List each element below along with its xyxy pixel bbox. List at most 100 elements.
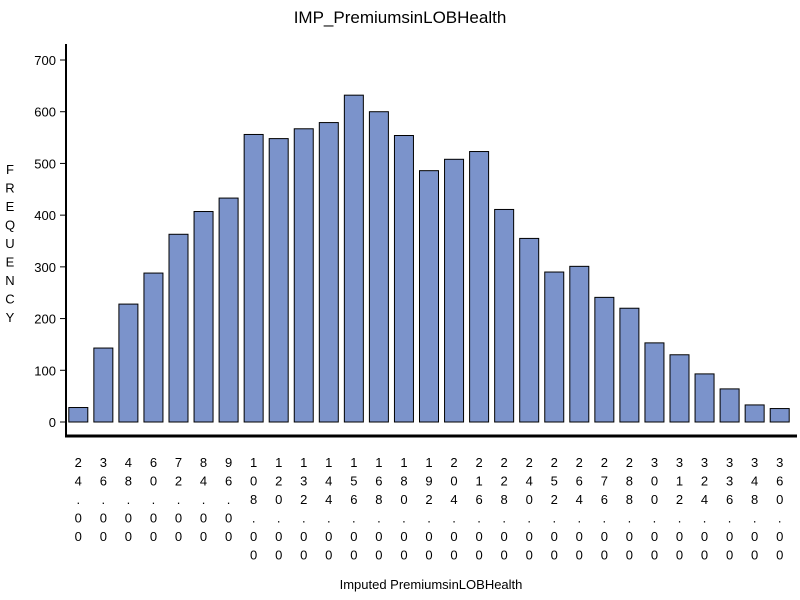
bar (719, 388, 740, 423)
bar (318, 122, 339, 423)
x-tick-label-char: . (327, 511, 331, 526)
bar (393, 135, 414, 423)
x-tick-label-char: 0 (325, 529, 332, 544)
x-tick-label: 216.00 (475, 455, 482, 563)
x-tick-label-char: . (628, 511, 632, 526)
x-tick-label-char: 0 (501, 548, 508, 563)
x-tick-label-char: 0 (526, 548, 533, 563)
x-tick-label-char: 0 (375, 529, 382, 544)
x-tick-label-char: 0 (551, 548, 558, 563)
x-tick-label-char: 0 (125, 529, 132, 544)
x-tick-label-char: 4 (576, 492, 583, 507)
x-tick-label-char: 4 (75, 474, 82, 489)
x-tick-label-char: . (76, 492, 80, 507)
bar (193, 211, 214, 423)
x-tick-label: 300.00 (651, 455, 658, 563)
x-tick-label-char: 0 (701, 548, 708, 563)
x-tick-label-char: 6 (150, 455, 157, 470)
bar (243, 133, 264, 423)
y-axis-label-char: F (6, 162, 14, 177)
x-tick-label-char: . (778, 511, 782, 526)
x-tick-label: 180.00 (400, 455, 407, 563)
x-tick-label-char: 6 (475, 492, 482, 507)
x-tick-label-char: 1 (250, 455, 257, 470)
x-tick-label: 48.00 (125, 455, 132, 544)
y-tick-label: 100 (34, 363, 56, 378)
bar (769, 408, 790, 423)
x-tick-label-char: 2 (676, 492, 683, 507)
bar (419, 170, 439, 423)
x-tick-label-char: 0 (751, 548, 758, 563)
x-tick-label: 348.00 (751, 455, 758, 563)
x-tick-label: 144.00 (325, 455, 332, 563)
x-tick-label-char: . (427, 511, 431, 526)
x-tick-label-char: 2 (475, 455, 482, 470)
x-tick-label-char: 0 (776, 529, 783, 544)
x-tick-label-char: 3 (300, 474, 307, 489)
x-tick-label-char: 0 (150, 511, 157, 526)
x-tick-label-char: 0 (526, 492, 533, 507)
x-tick-label-char: 4 (526, 474, 533, 489)
x-tick-label-char: 0 (450, 529, 457, 544)
x-tick-label-char: 0 (776, 492, 783, 507)
x-tick-label-char: 2 (526, 455, 533, 470)
x-tick-label-char: 5 (551, 474, 558, 489)
bar (519, 237, 540, 423)
x-tick-label-char: 0 (751, 529, 758, 544)
x-tick-label-char: 2 (551, 455, 558, 470)
x-tick-label-char: 6 (726, 492, 733, 507)
x-tick-label-char: 0 (726, 529, 733, 544)
x-tick-label-char: 6 (776, 474, 783, 489)
x-tick-label-char: 0 (100, 529, 107, 544)
x-tick-label-char: 0 (475, 548, 482, 563)
bar (218, 197, 239, 423)
x-tick-label-char: 4 (325, 492, 332, 507)
x-tick-label-char: 0 (676, 548, 683, 563)
x-tick-label: 276.00 (601, 455, 608, 563)
bar (619, 307, 640, 423)
x-tick-label-char: 1 (375, 455, 382, 470)
x-tick-label-char: . (502, 511, 506, 526)
x-tick-label-char: 0 (275, 548, 282, 563)
x-tick-label-char: 2 (501, 474, 508, 489)
y-axis-label-char: U (5, 236, 14, 251)
bar (469, 151, 490, 423)
x-tick-label: 72.00 (175, 455, 182, 544)
y-axis-label-char: R (5, 181, 14, 196)
x-tick-label-char: 0 (300, 548, 307, 563)
x-tick-label-char: 9 (225, 455, 232, 470)
bar (544, 271, 565, 423)
x-tick-label: 156.00 (350, 455, 357, 563)
x-tick-label-char: 1 (300, 455, 307, 470)
x-tick-label-char: 0 (150, 529, 157, 544)
x-tick-label-char: 5 (350, 474, 357, 489)
x-tick-label-char: 0 (350, 529, 357, 544)
x-tick-label-char: 0 (626, 529, 633, 544)
x-tick-label-char: 2 (701, 474, 708, 489)
x-tick-label: 84.00 (200, 455, 207, 544)
x-tick-label-char: 0 (601, 548, 608, 563)
x-tick-label-char: 2 (450, 455, 457, 470)
x-tick-label-char: . (177, 492, 181, 507)
x-tick-label: 120.00 (275, 455, 282, 563)
bar (143, 272, 164, 423)
x-tick-label-char: 0 (100, 511, 107, 526)
x-tick-label-char: 2 (551, 492, 558, 507)
bar (343, 94, 364, 423)
x-tick-label-char: 7 (601, 474, 608, 489)
x-tick-label: 96.00 (225, 455, 232, 544)
x-tick-label-char: 1 (475, 474, 482, 489)
y-axis-label-char: N (5, 273, 14, 288)
x-tick-label: 24.00 (75, 455, 82, 544)
bar (444, 158, 465, 423)
x-tick-label-char: 8 (501, 492, 508, 507)
bar (569, 265, 590, 423)
x-tick-label-char: 0 (576, 529, 583, 544)
bar (268, 138, 289, 423)
y-axis-label-char: E (6, 199, 15, 214)
bar (744, 404, 765, 423)
x-tick-label-char: 6 (100, 474, 107, 489)
x-tick-label-char: 8 (200, 455, 207, 470)
y-axis-label-char: C (5, 292, 14, 307)
x-tick-label-char: . (377, 511, 381, 526)
